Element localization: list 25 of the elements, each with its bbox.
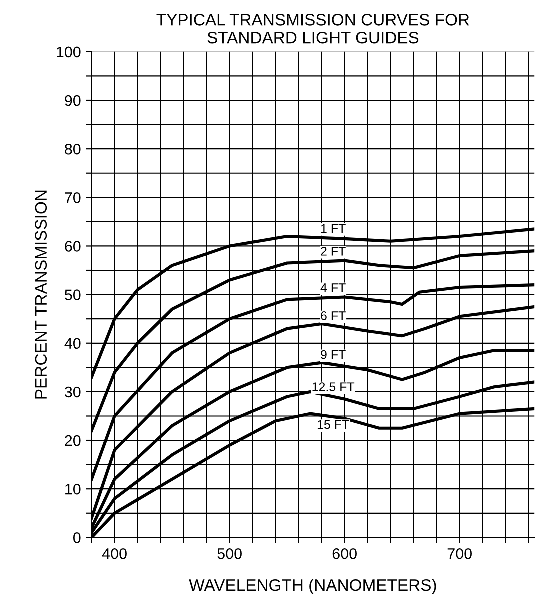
chart-title: TYPICAL TRANSMISSION CURVES FOR STANDARD LIGHT GUIDES	[156, 14, 470, 44]
y-tick-label: 70	[65, 192, 81, 204]
y-tick-label: 40	[64, 338, 81, 350]
y-tick-label: 80	[65, 144, 81, 155]
y-tick-label: 60	[65, 241, 81, 252]
x-tick-label: 500	[218, 548, 242, 560]
x-tick-label: 600	[332, 548, 357, 560]
series-label: 2 FT	[321, 247, 346, 256]
series-label: 1 FT	[321, 224, 346, 233]
y-tick-label: 20	[65, 435, 81, 446]
x-axis-title: WAVELENGTH (NANOMETERS)	[189, 579, 436, 595]
series-label: 15 FT	[318, 420, 350, 430]
x-tick-label: 400	[102, 548, 127, 560]
series-label: 12.5 FT	[312, 382, 355, 392]
y-tick-label: 10	[66, 484, 81, 495]
y-tick-label: 30	[64, 386, 81, 398]
series-label: 6 FT	[321, 312, 346, 320]
y-tick-label: 50	[65, 290, 81, 300]
x-tick-label: 700	[448, 548, 472, 560]
y-tick-label: 0	[73, 532, 81, 544]
series-label: 4 FT	[320, 284, 346, 292]
y-tick-label: 100	[57, 46, 81, 58]
y-tick-label: 90	[65, 95, 81, 106]
y-axis-title: PERCENT TRANSMISSION	[35, 190, 48, 399]
series-label: 9 FT	[321, 350, 346, 360]
